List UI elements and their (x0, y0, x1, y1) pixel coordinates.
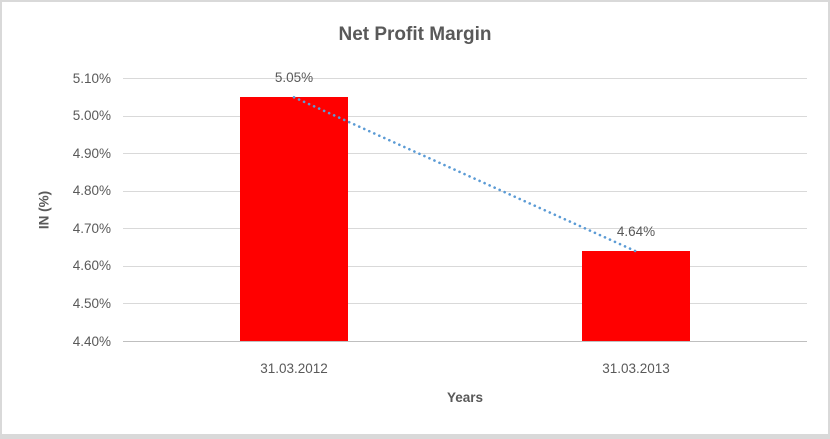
chart-title: Net Profit Margin (338, 24, 492, 45)
y-tick-label: 4.90% (72, 145, 111, 161)
bar-data-label: 4.64% (616, 224, 656, 240)
x-tick-label: 31.03.2012 (260, 361, 328, 376)
x-tick-label: 31.03.2013 (602, 361, 670, 376)
gridline (123, 190, 807, 192)
x-axis-line (123, 341, 807, 342)
bar (240, 97, 348, 342)
bar (582, 251, 690, 342)
gridline (123, 115, 807, 117)
y-tick-label: 5.00% (72, 108, 111, 124)
y-tick-label: 4.50% (72, 295, 111, 311)
gridline (123, 78, 807, 79)
bar-data-label: 5.05% (274, 70, 314, 86)
x-axis-title: Years (446, 390, 484, 405)
y-tick-label: 5.10% (72, 70, 111, 86)
gridline (123, 228, 807, 230)
gridline (123, 153, 807, 155)
gridline (123, 265, 807, 267)
y-tick-label: 4.70% (72, 220, 111, 236)
y-tick-label: 4.60% (72, 258, 111, 274)
y-tick-label: 4.80% (72, 183, 111, 199)
gridline (123, 303, 807, 305)
y-tick-label: 4.40% (72, 333, 111, 349)
